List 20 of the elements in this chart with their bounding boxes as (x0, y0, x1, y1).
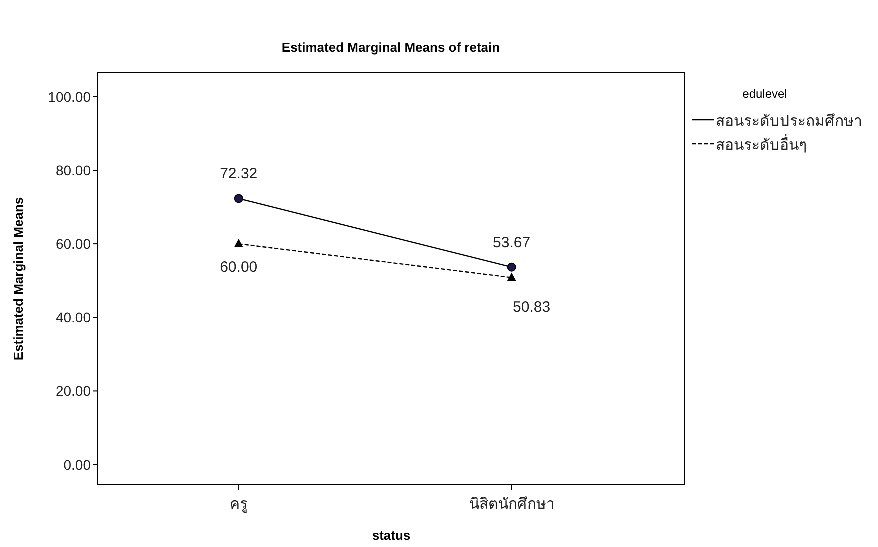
y-tick-label: 100.00 (48, 88, 92, 105)
legend-label: สอนระดับอื่นๆ (716, 134, 807, 154)
y-tick-label: 0.00 (64, 456, 92, 473)
legend-label: สอนระดับประถมศึกษา (716, 113, 862, 130)
data-label: 53.67 (493, 234, 531, 252)
y-tick-label: 60.00 (56, 236, 92, 252)
data-label: 72.32 (220, 166, 258, 183)
x-axis-title: status (372, 528, 411, 543)
y-tick-label: 80.00 (56, 162, 92, 178)
data-label: 50.83 (513, 298, 551, 316)
point (234, 194, 244, 204)
point (507, 262, 516, 272)
y-tick-label: 40.00 (56, 310, 92, 326)
legend-title: edulevel (742, 87, 788, 101)
data-label: 60.00 (220, 259, 258, 276)
x-tick-label: นิสิตนักศึกษา (469, 496, 554, 513)
chart-title: Estimated Marginal Means of retain (282, 40, 500, 55)
y-tick-label: 20.00 (56, 383, 92, 400)
x-tick-label: ครู (230, 496, 248, 513)
y-axis-title: Estimated Marginal Means (11, 197, 26, 361)
